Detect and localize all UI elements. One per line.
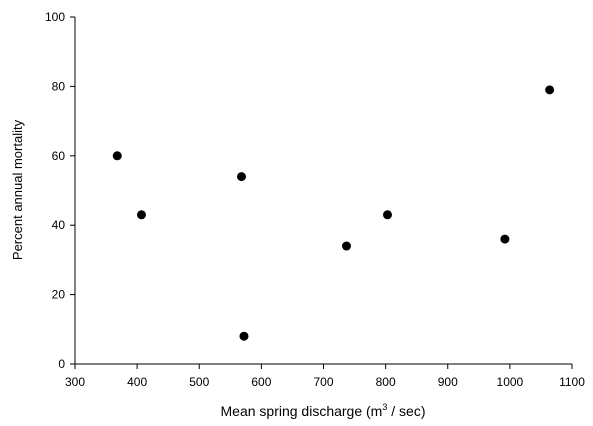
x-tick-label: 300 xyxy=(65,375,85,389)
x-tick-label: 1000 xyxy=(497,375,524,389)
scatter-point xyxy=(500,234,510,244)
x-tick-label: 800 xyxy=(376,375,396,389)
y-tick-label: 20 xyxy=(52,288,66,302)
y-tick-label: 80 xyxy=(52,79,66,93)
x-tick-label: 500 xyxy=(189,375,209,389)
x-axis-title: Mean spring discharge (m3 / sec) xyxy=(221,402,426,419)
scatter-point xyxy=(239,331,249,341)
y-tick-label: 40 xyxy=(52,218,66,232)
x-ticks: 300 400 500 600 700 800 900 1000 1100 xyxy=(65,364,585,389)
y-tick-label: 100 xyxy=(45,10,65,24)
x-tick-label: 700 xyxy=(313,375,333,389)
y-tick-label: 60 xyxy=(52,149,66,163)
x-axis-title-suffix: / sec) xyxy=(387,403,425,419)
x-tick-label: 1100 xyxy=(559,375,585,389)
data-points xyxy=(112,85,555,341)
x-tick-label: 900 xyxy=(438,375,458,389)
y-ticks: 0 20 40 60 80 100 xyxy=(45,10,75,371)
scatter-point xyxy=(545,85,555,95)
scatter-point xyxy=(112,151,122,161)
scatter-point xyxy=(341,241,351,251)
scatter-point xyxy=(136,210,146,220)
x-axis-title-superscript: 3 xyxy=(382,402,387,412)
scatter-point xyxy=(236,172,246,182)
y-axis-title: Percent annual mortality xyxy=(10,119,25,260)
scatter-point xyxy=(382,210,392,220)
x-axis-title-main: Mean spring discharge (m xyxy=(221,403,383,419)
x-tick-label: 600 xyxy=(251,375,271,389)
y-tick-label: 0 xyxy=(58,357,65,371)
x-tick-label: 400 xyxy=(127,375,147,389)
